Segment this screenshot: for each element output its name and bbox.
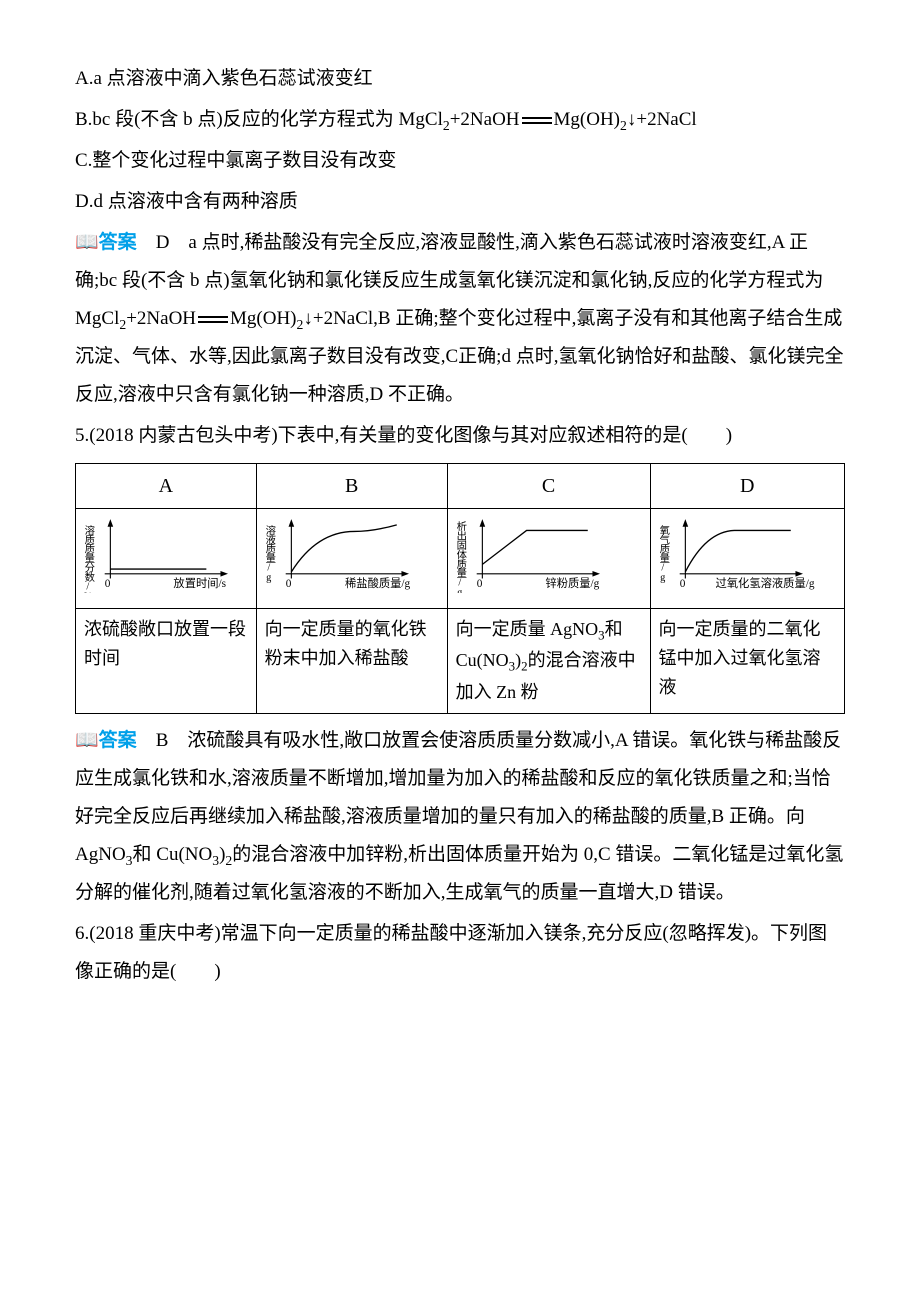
opt-b-mid: +2NaOH <box>450 109 520 130</box>
chart-b-cell: 溶液质量/g 0 稀盐酸质量/g <box>256 509 447 609</box>
desc-d: 向一定质量的二氧化锰中加入过氧化氢溶液 <box>650 609 844 713</box>
svg-text:放置时间/s: 放置时间/s <box>173 576 226 590</box>
ans5-mid: 和 Cu(NO <box>133 844 213 865</box>
svg-text:0: 0 <box>679 578 685 590</box>
chart-d-cell: 氧气质量/g 0 过氧化氢溶液质量/g <box>650 509 844 609</box>
chart-d: 氧气质量/g 0 过氧化氢溶液质量/g <box>659 515 819 593</box>
svg-text:锌粉质量/g: 锌粉质量/g <box>545 576 599 590</box>
option-b: B.bc 段(不含 b 点)反应的化学方程式为 MgCl2+2NaOHMg(OH… <box>75 101 845 139</box>
svg-text:溶质质量分数/%: 溶质质量分数/% <box>84 524 94 593</box>
th-b: B <box>256 464 447 509</box>
svg-text:0: 0 <box>476 578 482 590</box>
question5: 5.(2018 内蒙古包头中考)下表中,有关量的变化图像与其对应叙述相符的是( … <box>75 417 845 455</box>
eq-line-icon <box>522 117 552 124</box>
th-c: C <box>447 464 650 509</box>
svg-text:析出固体质量/g: 析出固体质量/g <box>456 521 466 594</box>
option-c: C.整个变化过程中氯离子数目没有改变 <box>75 142 845 180</box>
svg-text:氧气质量/g: 氧气质量/g <box>659 524 669 583</box>
chart-a-cell: 溶质质量分数/% 0 放置时间/s <box>76 509 257 609</box>
opt-b-pre: B.bc 段(不含 b 点)反应的化学方程式为 MgCl <box>75 109 443 130</box>
desc-c: 向一定质量 AgNO3和Cu(NO3)2的混合溶液中加入 Zn 粉 <box>447 609 650 713</box>
options-table: A B C D 溶质质量分数/% 0 放置时间/s <box>75 463 845 713</box>
svg-text:溶液质量/g: 溶液质量/g <box>265 524 275 583</box>
opt-b-tail: ↓+2NaCl <box>627 109 697 130</box>
desc-b: 向一定质量的氧化铁粉末中加入稀盐酸 <box>256 609 447 713</box>
option-a: A.a 点溶液中滴入紫色石蕊试液变红 <box>75 60 845 98</box>
answer5: 📖答案 B 浓硫酸具有吸水性,敞口放置会使溶质质量分数减小,A 错误。氧化铁与稀… <box>75 722 845 912</box>
answer-label: 📖答案 <box>75 730 137 751</box>
th-d: D <box>650 464 844 509</box>
svg-text:过氧化氢溶液质量/g: 过氧化氢溶液质量/g <box>715 576 814 590</box>
ans4-post: Mg(OH) <box>230 308 297 329</box>
svg-text:稀盐酸质量/g: 稀盐酸质量/g <box>345 576 411 590</box>
chart-b: 溶液质量/g 0 稀盐酸质量/g <box>265 515 425 593</box>
desc-a: 浓硫酸敞口放置一段时间 <box>76 609 257 713</box>
answer-label: 📖答案 <box>75 232 137 253</box>
chart-c: 析出固体质量/g 0 锌粉质量/g <box>456 515 616 593</box>
svg-text:0: 0 <box>105 578 111 590</box>
eq-line-icon <box>198 316 228 323</box>
answer4: 📖答案 D a 点时,稀盐酸没有完全反应,溶液显酸性,滴入紫色石蕊试液时溶液变红… <box>75 224 845 414</box>
ans4-mid: +2NaOH <box>126 308 196 329</box>
option-d: D.d 点溶液中含有两种溶质 <box>75 183 845 221</box>
chart-a: 溶质质量分数/% 0 放置时间/s <box>84 515 244 593</box>
chart-c-cell: 析出固体质量/g 0 锌粉质量/g <box>447 509 650 609</box>
svg-text:0: 0 <box>285 578 291 590</box>
question6: 6.(2018 重庆中考)常温下向一定质量的稀盐酸中逐渐加入镁条,充分反应(忽略… <box>75 915 845 991</box>
opt-b-post: Mg(OH) <box>554 109 621 130</box>
th-a: A <box>76 464 257 509</box>
